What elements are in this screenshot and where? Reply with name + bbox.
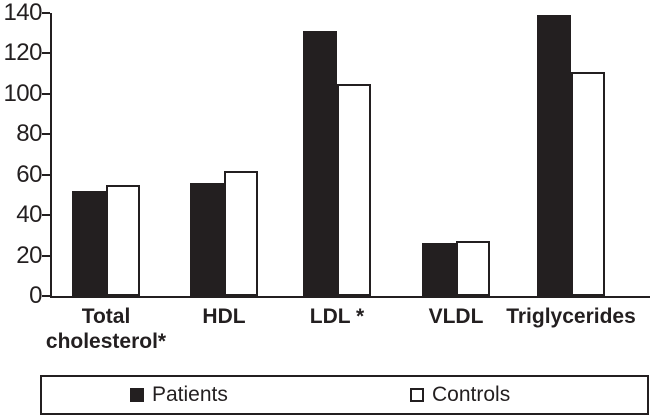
bar-controls-vldl — [456, 241, 490, 296]
y-axis-tick — [42, 12, 50, 14]
x-axis-label-vldl: VLDL — [428, 305, 484, 328]
y-axis-tick — [42, 214, 50, 217]
bar-controls-total-cholesterol — [106, 185, 140, 296]
y-axis-tick — [42, 295, 50, 297]
x-axis-label-triglycerides: Triglycerides — [506, 305, 636, 328]
x-axis-label-total-cholesterol: Total cholesterol* — [45, 305, 167, 353]
y-axis-tick-label: 0 — [29, 282, 42, 309]
bar-controls-ldl — [337, 84, 371, 296]
y-axis-tick — [42, 254, 50, 257]
legend-entry-patients: Patients — [130, 377, 228, 413]
y-axis-tick — [42, 133, 50, 136]
y-axis-tick-label: 140 — [3, 0, 42, 26]
y-axis-tick-label: 20 — [16, 241, 42, 269]
bar-patients-total-cholesterol — [72, 191, 106, 296]
y-axis-tick — [42, 92, 50, 95]
y-axis-tick-label: 80 — [16, 120, 42, 148]
bar-patients-vldl — [422, 243, 456, 296]
bar-patients-hdl — [190, 183, 224, 296]
y-axis-tick-label: 60 — [16, 160, 42, 188]
legend-swatch-patients-icon — [130, 388, 144, 402]
y-axis-tick-label: 100 — [3, 79, 42, 107]
x-axis-line — [50, 296, 650, 298]
legend-swatch-controls-icon — [410, 388, 424, 402]
y-axis-tick — [42, 173, 50, 176]
x-axis-label-hdl: HDL — [202, 305, 246, 328]
legend-label-patients: Patients — [152, 383, 228, 406]
bar-patients-triglycerides — [537, 15, 571, 296]
y-axis-tick — [42, 52, 50, 55]
legend-label-controls: Controls — [432, 383, 511, 406]
x-axis-label-ldl: LDL * — [309, 305, 365, 328]
y-axis-line — [50, 13, 52, 298]
bar-patients-ldl — [303, 31, 337, 296]
legend: Patients Controls — [40, 375, 649, 415]
bar-controls-triglycerides — [571, 72, 605, 296]
legend-entry-controls: Controls — [410, 377, 510, 413]
y-axis-tick-label: 40 — [16, 201, 42, 229]
bar-controls-hdl — [224, 171, 258, 296]
y-axis-tick-label: 120 — [3, 39, 42, 67]
